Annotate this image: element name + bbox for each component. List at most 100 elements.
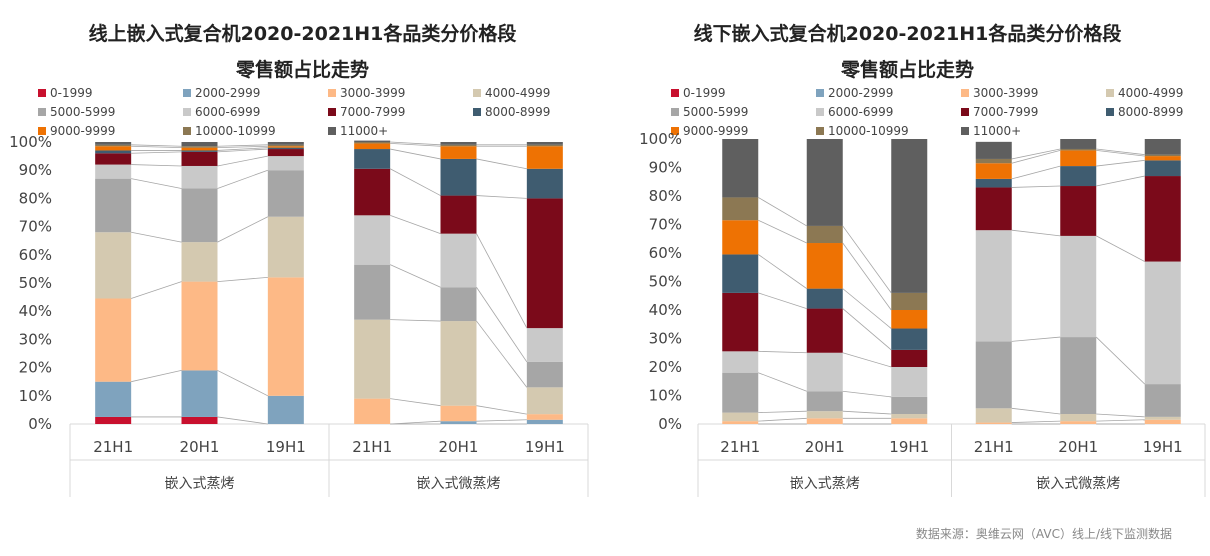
connector-line	[476, 158, 527, 170]
legend-item: 3000-3999	[961, 86, 1038, 100]
connector-line	[758, 197, 807, 227]
bar-segment	[526, 146, 563, 169]
connector-line	[1095, 336, 1146, 385]
bar-segment	[1060, 186, 1097, 236]
bar-segment	[354, 149, 391, 169]
bar-segment	[1144, 261, 1181, 385]
legend-item: 0-1999	[671, 86, 726, 100]
y-tick-label: 40%	[649, 301, 682, 319]
connector-line	[842, 410, 892, 415]
legend-item: 2000-2999	[183, 86, 260, 100]
legend-item: 4000-4999	[473, 86, 550, 100]
bar-segment	[526, 361, 563, 388]
legend-item: 3000-3999	[328, 86, 405, 100]
connector-line	[842, 308, 892, 351]
legend-label: 5000-5999	[683, 105, 749, 119]
bar-segment	[267, 395, 304, 424]
connector-line	[217, 144, 268, 147]
legend-item: 11000+	[328, 124, 388, 138]
bar-segment	[975, 178, 1012, 188]
connector-line	[217, 148, 268, 153]
connector-line	[1011, 336, 1061, 342]
x-tick-label: 19H1	[525, 438, 565, 456]
connector-line	[217, 169, 268, 189]
connector-line	[131, 164, 182, 167]
connector-line	[1096, 235, 1145, 262]
legend-label: 7000-7999	[340, 105, 406, 119]
legend-swatch	[671, 89, 679, 97]
connector-line	[758, 350, 807, 354]
legend-swatch	[961, 108, 969, 116]
bar-segment	[1144, 139, 1181, 155]
y-tick-label: 80%	[19, 189, 52, 207]
connector-line	[1011, 229, 1061, 237]
bar-segment	[891, 310, 928, 329]
y-tick-label: 30%	[649, 330, 682, 348]
data-source-note: 数据来源：奥维云网（AVC）线上/线下监测数据	[915, 527, 1172, 541]
connector-line	[1011, 420, 1061, 423]
bar-segment	[354, 143, 391, 150]
bar-segment	[975, 341, 1012, 409]
connector-line	[1096, 148, 1145, 156]
legend-label: 9000-9999	[683, 124, 749, 138]
legend-label: 6000-6999	[828, 105, 894, 119]
bar-segment	[806, 418, 843, 424]
y-tick-label: 50%	[649, 273, 682, 291]
connector-line	[476, 287, 528, 363]
bar-segment	[95, 144, 132, 147]
x-tick-label: 19H1	[1143, 438, 1183, 456]
legend-label: 6000-6999	[195, 105, 261, 119]
bar-segment	[1060, 148, 1097, 151]
bar-segment	[526, 144, 563, 147]
bar-segment	[267, 156, 304, 171]
chart-title: 线下嵌入式复合机2020-2021H1各品类分价格段	[693, 23, 1122, 45]
connector-line	[1096, 175, 1145, 187]
chart-legend: 0-1999 2000-2999 3000-3999 4000-4999 5000-59…	[671, 86, 1210, 144]
legend-item: 6000-6999	[183, 105, 260, 119]
bar-segment	[891, 418, 928, 424]
x-tick-label: 20H1	[805, 438, 845, 456]
connector-line	[1096, 419, 1145, 422]
bar-segment	[526, 198, 563, 329]
chart-subtitle: 零售额占比走势	[235, 59, 369, 81]
bar-segment	[975, 163, 1012, 179]
bar-segment	[181, 242, 218, 282]
bar-segment	[267, 216, 304, 278]
connector-line	[390, 148, 441, 160]
connector-line	[217, 370, 269, 397]
legend-label: 10000-10999	[195, 124, 276, 138]
bar-segment	[1144, 154, 1181, 157]
bar-segment	[975, 408, 1012, 423]
bar-segment	[440, 421, 477, 424]
bar-segment	[975, 230, 1012, 342]
connector-line	[1096, 413, 1145, 418]
legend-swatch	[328, 108, 336, 116]
bar-segment	[354, 264, 391, 320]
bar-segment	[440, 321, 477, 406]
group-label: 嵌入式蒸烤	[790, 476, 860, 492]
legend-item: 0-1999	[38, 86, 93, 100]
y-tick-label: 20%	[19, 359, 52, 377]
bar-segment	[891, 349, 928, 367]
bar-segment	[891, 367, 928, 397]
y-tick-label: 40%	[19, 302, 52, 320]
legend-label: 11000+	[973, 124, 1022, 138]
bar-segment	[806, 243, 843, 289]
connector-line	[131, 281, 182, 299]
bar-segment	[891, 396, 928, 415]
legend-swatch	[816, 89, 824, 97]
bar-segment	[440, 233, 477, 288]
connector-line	[758, 254, 807, 289]
legend-swatch	[961, 89, 969, 97]
chart-plot: 0% 10% 20% 30% 40% 50% 60% 70% 80% 90% 100% 21H1 20H…	[9, 133, 589, 497]
legend-label: 2000-2999	[195, 86, 261, 100]
legend-swatch	[816, 127, 824, 135]
connector-line	[217, 145, 268, 149]
bar-segment	[806, 352, 843, 392]
bar-segment	[267, 146, 304, 148]
bar-segment	[526, 414, 563, 420]
x-tick-label: 21H1	[720, 438, 760, 456]
bar-segment	[181, 416, 218, 424]
bar-segment	[181, 146, 218, 148]
legend-item: 9000-9999	[671, 124, 748, 138]
